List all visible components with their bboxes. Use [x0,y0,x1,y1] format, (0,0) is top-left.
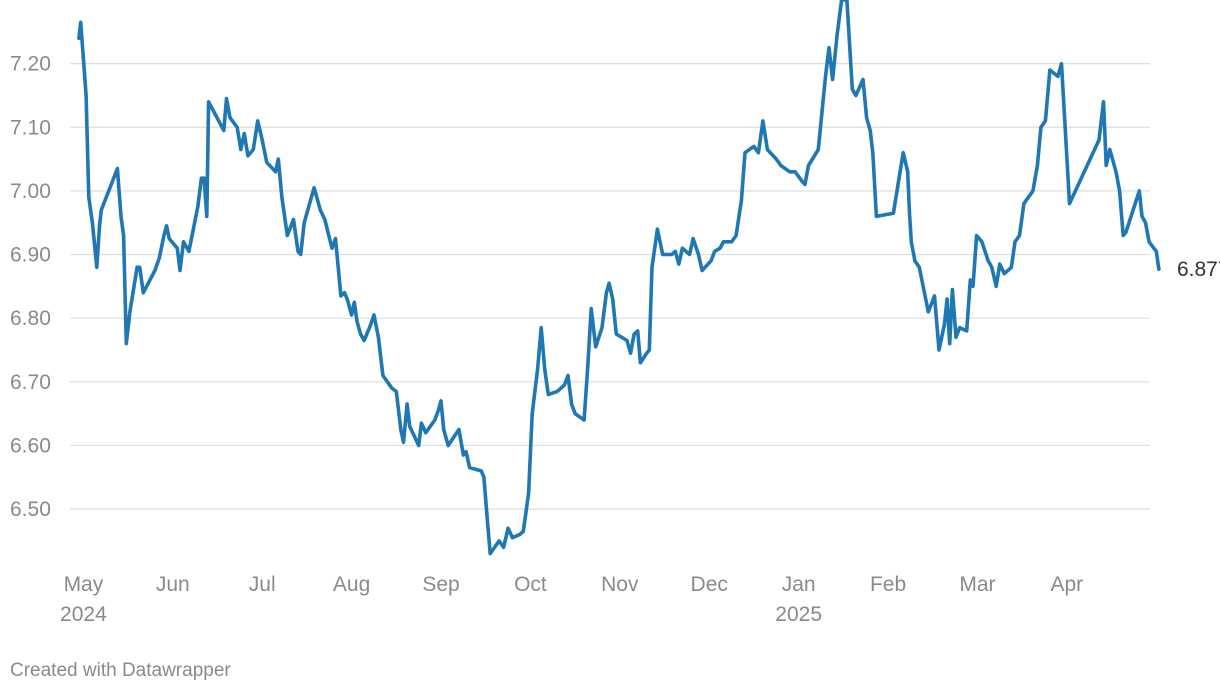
x-year-label-2025: 2025 [775,603,822,626]
datawrapper-credit: Created with Datawrapper [10,660,231,681]
gridlines [70,63,1150,510]
y-tick-label: 6.90 [10,244,51,267]
line-chart: 6.50 6.60 6.70 6.80 6.90 7.00 7.10 7.20 May 2024… [10,0,1220,626]
series-line-0 [77,0,1161,556]
y-tick-label: 7.00 [10,180,51,203]
y-tick-label: 7.20 [10,53,51,76]
x-tick-label-jul: Jul [249,573,276,596]
x-tick-label-mar: Mar [959,573,995,596]
x-tick-label-sep: Sep [422,573,459,596]
x-tick-label-apr: Apr [1051,573,1084,596]
x-tick-label-nov: Nov [601,573,639,596]
x-axis-ticks: May 2024 Jun Jul Aug Sep Oct Nov Dec Jan 2025 Feb Ma… [60,573,1083,626]
y-tick-label: 6.70 [10,371,51,394]
series-group [77,0,1161,556]
x-year-label-2024: 2024 [60,603,107,626]
x-tick-label-oct: Oct [514,573,547,596]
end-value-label: 6.877 [1177,258,1220,281]
x-tick-label-dec: Dec [691,573,728,596]
x-tick-label-aug: Aug [333,573,370,596]
y-axis-ticks: 6.50 6.60 6.70 6.80 6.90 7.00 7.10 7.20 [10,53,51,521]
y-tick-label: 6.60 [10,434,51,457]
x-tick-label-jun: Jun [156,573,190,596]
x-tick-label-may: May [64,573,104,596]
y-tick-label: 6.80 [10,307,51,330]
x-tick-label-jan: Jan [782,573,816,596]
x-tick-label-feb: Feb [870,573,906,596]
y-tick-label: 7.10 [10,116,51,139]
y-tick-label: 6.50 [10,498,51,521]
